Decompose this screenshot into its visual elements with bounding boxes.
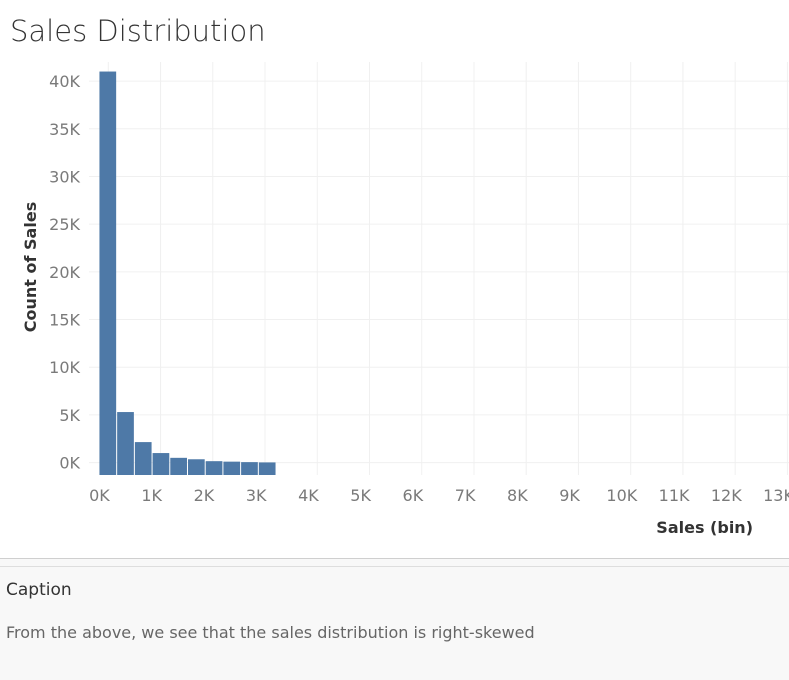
histogram-bar	[134, 442, 152, 475]
y-tick-label: 40K	[49, 72, 80, 91]
y-tick-label: 30K	[49, 167, 80, 186]
histogram-bar	[170, 457, 187, 475]
gridlines	[89, 62, 789, 475]
y-tick-label: 5K	[59, 406, 80, 425]
y-tick-label: 15K	[49, 311, 80, 330]
histogram-chart: 0K 1K 2K 3K 4K 5K 6K 7K 8K 9K 10K 11K 12K 13K 0K 5K 10K…	[21, 62, 789, 537]
x-tick-label: 3K	[246, 486, 267, 505]
caption-panel: Caption From the above, we see that the …	[0, 558, 789, 680]
histogram-bar	[152, 453, 170, 475]
x-tick-label: 12K	[711, 486, 742, 505]
caption-heading: Caption	[6, 580, 72, 600]
histogram-bar	[205, 461, 223, 475]
histogram-bar	[187, 459, 205, 475]
histogram-bar	[241, 462, 258, 475]
y-tick-label: 25K	[49, 215, 80, 234]
x-tick-label: 2K	[194, 486, 215, 505]
chart-title: Sales Distribution	[10, 14, 266, 48]
x-tick-label: 9K	[559, 486, 580, 505]
y-tick-label: 0K	[59, 454, 80, 473]
histogram-bar	[223, 461, 241, 475]
x-tick-label: 8K	[507, 486, 528, 505]
y-tick-label: 20K	[49, 263, 80, 282]
histogram-bar	[117, 412, 134, 475]
histogram-bar	[258, 462, 276, 475]
x-tick-label: 6K	[403, 486, 424, 505]
x-tick-label: 4K	[298, 486, 319, 505]
x-tick-label: 0K	[89, 486, 110, 505]
y-tick-labels: 0K 5K 10K 15K 20K 25K 30K 35K 40K	[49, 72, 80, 473]
x-tick-labels: 0K 1K 2K 3K 4K 5K 6K 7K 8K 9K 10K 11K 12K 13K	[89, 486, 789, 505]
histogram-bar	[99, 71, 117, 475]
y-tick-label: 10K	[49, 358, 80, 377]
x-tick-label: 10K	[606, 486, 637, 505]
x-tick-label: 1K	[141, 486, 162, 505]
caption-text: From the above, we see that the sales di…	[6, 623, 535, 642]
y-axis-title: Count of Sales	[21, 202, 40, 332]
x-tick-label: 13K	[763, 486, 789, 505]
y-tick-label: 35K	[49, 120, 80, 139]
bars	[99, 71, 276, 475]
x-axis-title: Sales (bin)	[656, 518, 753, 537]
x-tick-label: 5K	[350, 486, 371, 505]
x-tick-label: 11K	[659, 486, 690, 505]
x-tick-label: 7K	[455, 486, 476, 505]
